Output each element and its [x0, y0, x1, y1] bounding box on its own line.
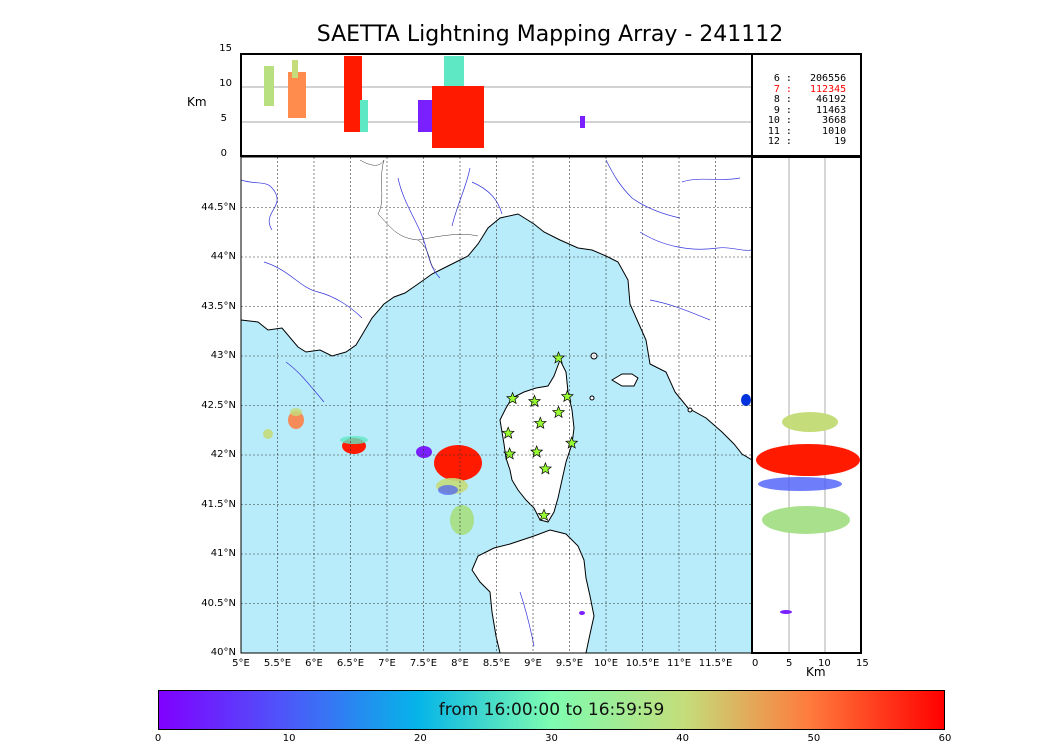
side-axis-tick: 5 — [786, 658, 793, 669]
top-axis-tick: 0 — [220, 148, 227, 159]
colorbar-tick-label: 50 — [807, 733, 821, 744]
station-count-row: 9 : 11463 — [767, 104, 847, 116]
corsica-island — [499, 358, 575, 523]
station-star-icon — [533, 416, 547, 429]
station-star-icon — [537, 508, 551, 521]
main-map — [241, 157, 752, 653]
latitude-tick-label: 42°N — [210, 449, 236, 460]
sardinia-island — [471, 529, 595, 653]
side-axis-tick: 15 — [856, 658, 869, 669]
colorbar-tick-label: 40 — [676, 733, 690, 744]
side-height-panel — [753, 157, 861, 653]
station-markers — [501, 351, 579, 521]
station-count-row: 12 : 19 — [767, 136, 847, 147]
longitude-tick-label: 8°E — [451, 658, 469, 669]
station-count-table: 6 : 206556 7 : 112345 8 : 46192 9 : 1146… — [754, 73, 860, 148]
longitude-tick-label: 7°E — [378, 658, 396, 669]
longitude-tick-label: 11°E — [666, 658, 692, 669]
longitude-tick-label: 10.5°E — [625, 658, 660, 669]
latitude-tick-label: 43°N — [210, 350, 236, 361]
station-count-row: 11 : 1010 — [767, 125, 847, 137]
colorbar-tick-label: 0 — [154, 733, 162, 744]
top-axis-tick: 5 — [220, 113, 227, 124]
latitude-tick-label: 42.5°N — [201, 399, 236, 411]
station-star-icon — [565, 436, 579, 449]
colorbar-label: from 16:00:00 to 16:59:59 — [438, 700, 665, 720]
elba-island — [611, 373, 639, 387]
station-count-row: 7 : 112345 — [767, 83, 847, 95]
latitude-tick-label: 40°N — [210, 647, 236, 658]
station-star-icon — [560, 389, 574, 403]
top-axis-tick: 10 — [219, 78, 232, 89]
station-star-icon — [529, 445, 544, 458]
latitude-tick-label: 44.5°N — [201, 201, 236, 213]
station-star-icon — [505, 391, 520, 405]
station-star-icon — [527, 394, 542, 408]
longitude-tick-label: 8.5°E — [482, 658, 511, 669]
colorbar-tick-label: 60 — [938, 733, 952, 744]
station-star-icon — [538, 461, 553, 475]
colorbar-tick-label: 30 — [545, 733, 558, 744]
station-star-icon — [501, 426, 515, 439]
time-colorbar: from 16:00:00 to 16:59:59 — [158, 690, 945, 730]
station-count-row: 8 : 46192 — [767, 94, 847, 105]
map-title: SAETTA Lightning Mapping Array - 241112 — [316, 22, 784, 47]
station-count-row: 6 : 206556 — [767, 73, 847, 84]
longitude-tick-label: 9°E — [524, 658, 542, 669]
longitude-tick-label: 6.5°E — [336, 658, 365, 669]
station-count-row: 10 : 3668 — [767, 115, 847, 126]
longitude-tick-label: 5°E — [232, 658, 250, 669]
latitude-tick-label: 41.5°N — [201, 498, 236, 510]
longitude-tick-label: 10°E — [593, 658, 619, 669]
longitude-tick-label: 7.5°E — [409, 658, 438, 669]
top-axis-unit: Km — [187, 95, 207, 109]
latitude-tick-label: 43.5°N — [201, 300, 236, 312]
longitude-tick-label: 9.5°E — [555, 658, 584, 669]
station-star-icon — [551, 405, 566, 419]
latitude-tick-label: 41°N — [210, 548, 236, 559]
side-axis-unit: Km — [806, 665, 826, 679]
latitude-tick-label: 40.5°N — [201, 597, 236, 609]
rivers — [241, 159, 752, 647]
colorbar-tick-label: 20 — [413, 733, 427, 744]
station-star-icon — [502, 447, 517, 460]
side-axis-tick: 10 — [818, 658, 831, 669]
longitude-tick-label: 11.5°E — [698, 658, 733, 669]
colorbar-tick-label: 10 — [282, 733, 296, 744]
side-axis-tick: 0 — [752, 658, 759, 669]
latitude-tick-label: 44°N — [210, 251, 236, 262]
top-axis-tick: 15 — [219, 43, 232, 54]
longitude-tick-label: 6°E — [305, 658, 323, 669]
longitude-tick-label: 5.5°E — [263, 658, 292, 669]
top-height-panel — [241, 54, 752, 156]
